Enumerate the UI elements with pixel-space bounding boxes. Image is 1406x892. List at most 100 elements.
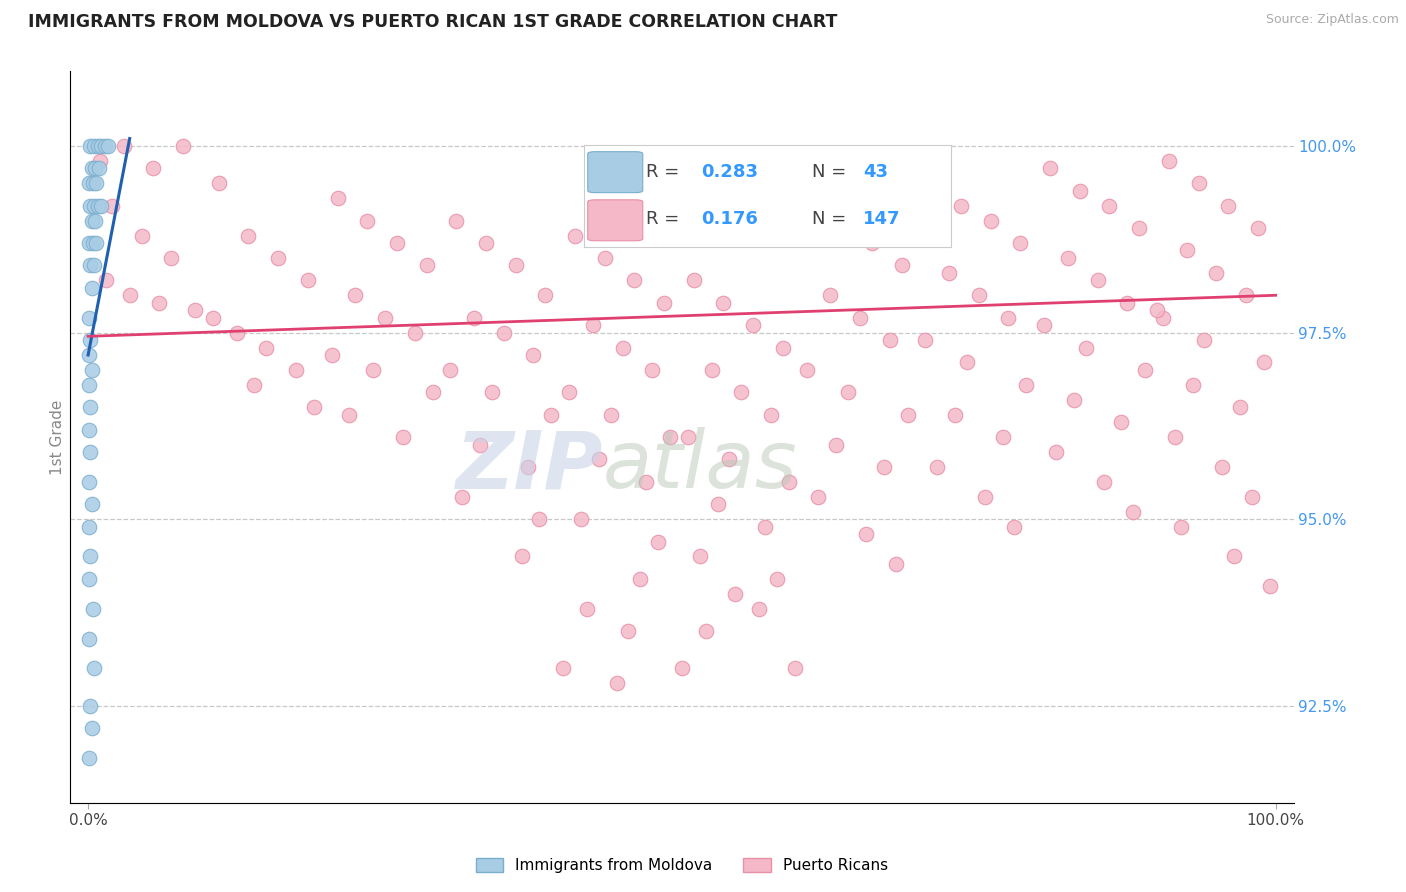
Point [831,213,853,227]
Point [79,401,101,415]
Point [243,377,266,392]
Point [623,273,645,287]
Point [79,139,101,153]
Point [451,490,474,504]
Point [671,661,693,675]
Point [1098,199,1121,213]
Point [80,213,103,227]
Point [914,333,936,347]
Point [1253,355,1275,369]
Point [79,572,101,586]
Point [86,199,108,213]
Point [79,348,101,362]
Point [79,475,101,489]
Point [79,423,101,437]
Point [1116,295,1139,310]
Point [593,251,616,265]
Text: N =: N = [811,163,846,181]
Point [385,235,408,250]
Point [94,273,117,287]
Point [422,385,444,400]
Point [1157,153,1180,168]
Point [302,401,325,415]
Legend: Immigrants from Moldova, Puerto Ricans: Immigrants from Moldova, Puerto Ricans [470,852,894,880]
Point [759,408,782,422]
Point [101,199,124,213]
Point [79,698,101,713]
Point [1229,401,1251,415]
Point [855,527,877,541]
Point [87,161,110,176]
Point [83,259,105,273]
Point [636,475,658,489]
Point [873,459,896,474]
Point [505,259,527,273]
Point [564,228,586,243]
Point [1069,184,1091,198]
Point [1258,579,1281,593]
Point [86,235,108,250]
Point [825,437,848,451]
Point [1211,459,1233,474]
Point [582,318,605,332]
Point [949,199,972,213]
Point [1057,251,1080,265]
Point [849,310,872,325]
Text: 0.283: 0.283 [702,163,758,181]
Point [599,408,621,422]
Point [79,632,101,646]
Point [79,235,101,250]
Point [529,512,551,526]
Point [80,363,103,377]
Point [1152,310,1174,325]
Point [80,281,103,295]
Point [86,177,108,191]
Point [1128,221,1150,235]
Point [689,549,711,564]
Point [112,139,135,153]
Point [967,288,990,302]
Point [706,497,728,511]
Text: 43: 43 [863,163,889,181]
Point [540,408,562,422]
Point [558,385,581,400]
Point [142,161,165,176]
Point [337,408,360,422]
Point [606,676,628,690]
Point [973,490,995,504]
Point [700,363,723,377]
Point [575,601,598,615]
Point [1240,490,1263,504]
Point [79,549,101,564]
Point [463,310,485,325]
Point [617,624,640,639]
Point [1194,333,1216,347]
Point [938,266,960,280]
Point [612,341,634,355]
Point [730,385,752,400]
Point [553,661,575,675]
Point [879,333,901,347]
Point [807,490,830,504]
Point [267,251,290,265]
Point [82,601,104,615]
Point [439,363,461,377]
Point [361,363,384,377]
Point [321,348,343,362]
Point [84,213,107,227]
FancyBboxPatch shape [588,152,643,193]
Point [84,161,107,176]
Point [778,475,800,489]
Point [80,721,103,735]
Point [1045,445,1067,459]
Point [79,259,101,273]
Point [225,326,247,340]
Text: R =: R = [647,211,679,228]
Point [118,288,141,302]
Point [748,601,770,615]
Y-axis label: 1st Grade: 1st Grade [49,400,65,475]
Point [510,549,533,564]
Point [516,459,538,474]
Text: ZIP: ZIP [456,427,602,506]
Point [1175,244,1198,258]
